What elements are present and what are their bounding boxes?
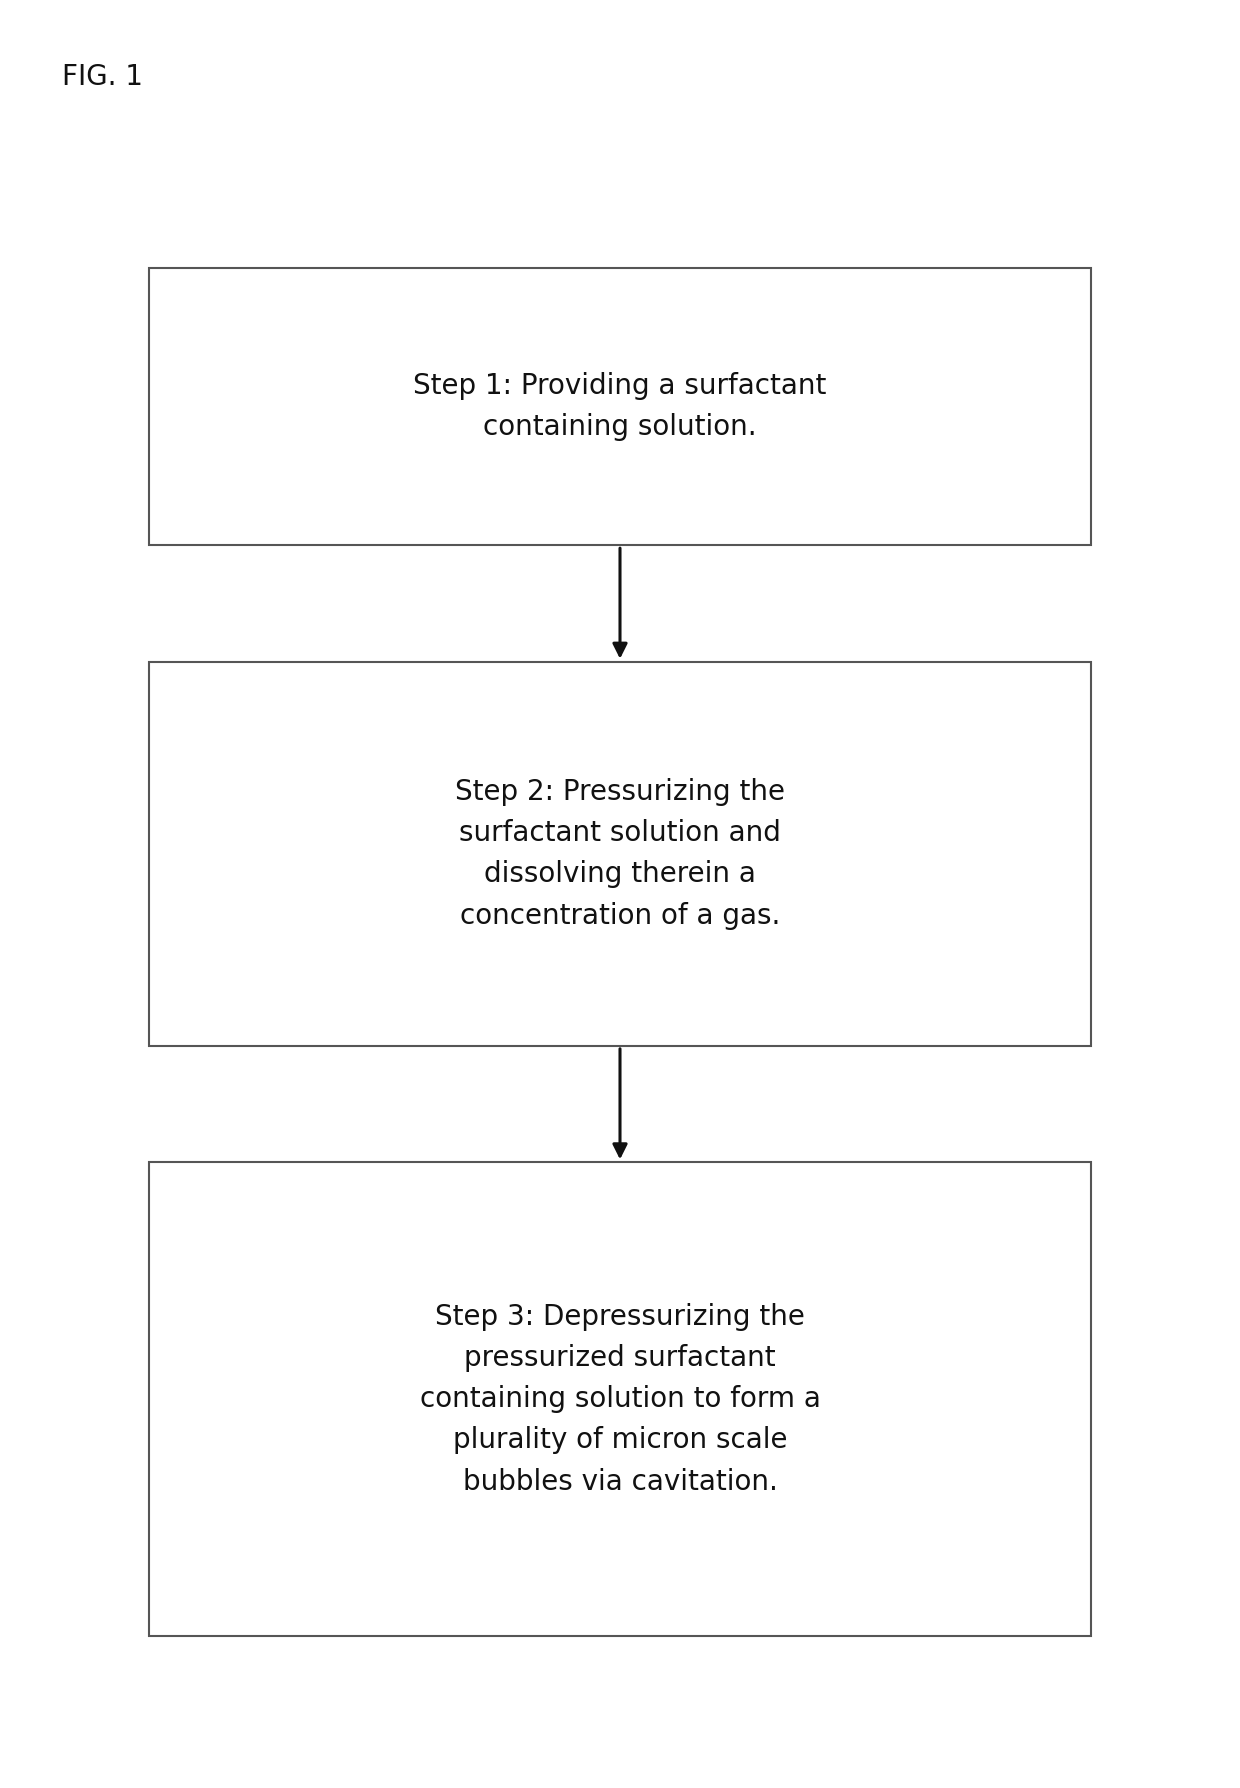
FancyBboxPatch shape <box>149 662 1091 1046</box>
FancyBboxPatch shape <box>149 268 1091 545</box>
Text: Step 3: Depressurizing the
pressurized surfactant
containing solution to form a
: Step 3: Depressurizing the pressurized s… <box>419 1303 821 1495</box>
Text: Step 1: Providing a surfactant
containing solution.: Step 1: Providing a surfactant containin… <box>413 372 827 442</box>
Text: Step 2: Pressurizing the
surfactant solution and
dissolving therein a
concentrat: Step 2: Pressurizing the surfactant solu… <box>455 778 785 930</box>
FancyBboxPatch shape <box>149 1162 1091 1636</box>
Text: FIG. 1: FIG. 1 <box>62 63 143 91</box>
